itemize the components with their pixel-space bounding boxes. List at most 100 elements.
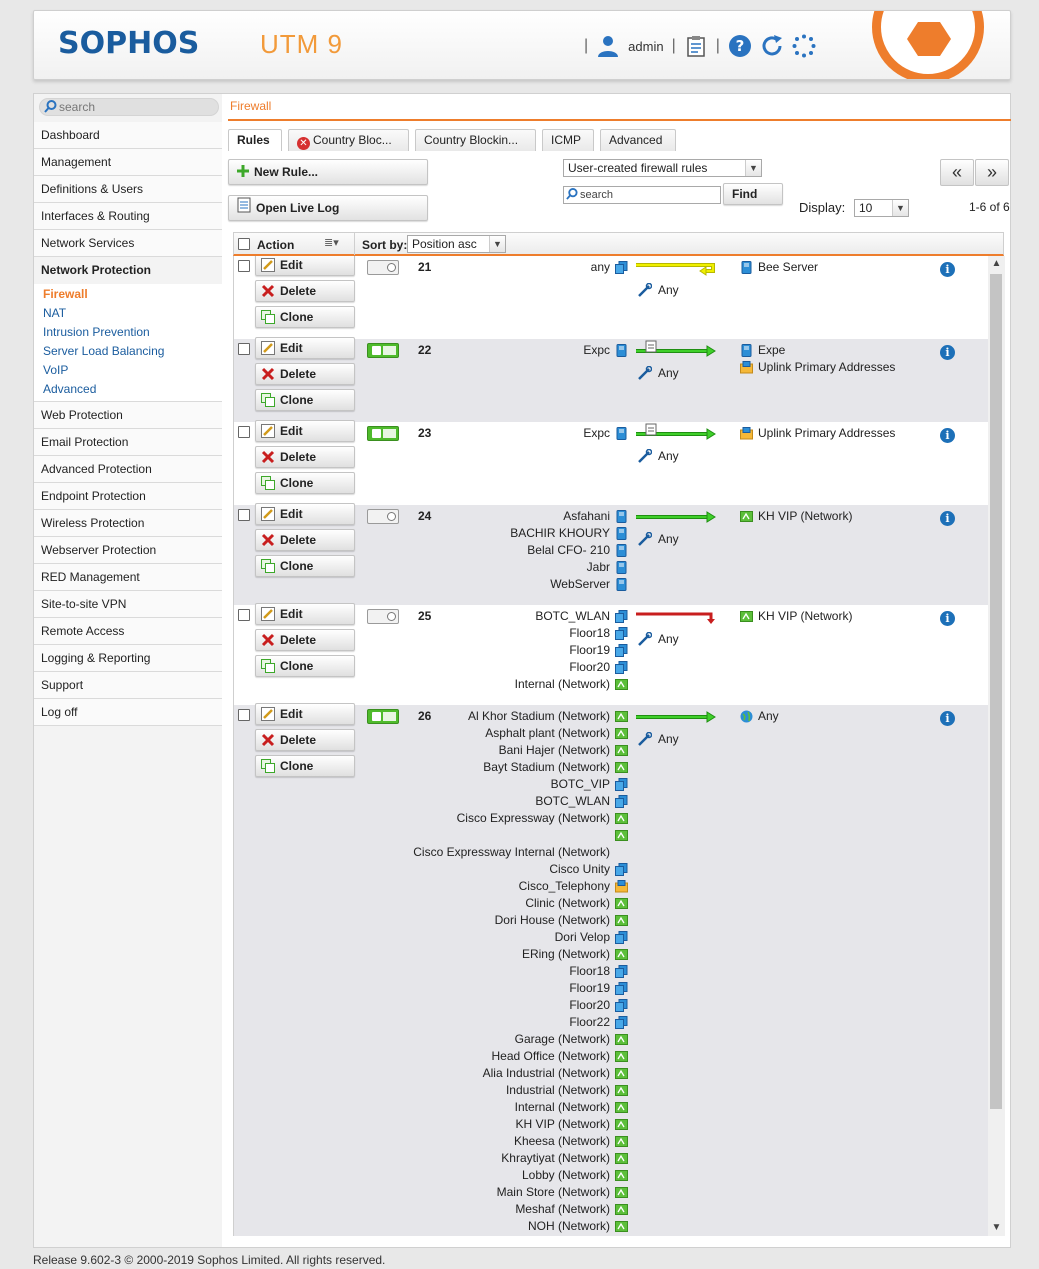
destination-item[interactable]: Bee Server — [740, 259, 818, 276]
source-item[interactable]: Floor18 — [394, 625, 630, 642]
help-icon[interactable]: ? — [728, 34, 752, 58]
sidebar-item-red-management[interactable]: RED Management — [34, 564, 222, 591]
sidebar-item-support[interactable]: Support — [34, 672, 222, 699]
rule-service[interactable]: Any — [638, 448, 679, 463]
sort-by-select[interactable]: Position asc ▼ — [407, 235, 506, 253]
rule-status-toggle[interactable] — [367, 426, 399, 441]
sidebar-item-wireless-protection[interactable]: Wireless Protection — [34, 510, 222, 537]
sidebar-subitem-server-load-balancing[interactable]: Server Load Balancing — [43, 344, 165, 358]
next-page-button[interactable]: » — [975, 159, 1009, 186]
source-item[interactable]: Lobby (Network) — [394, 1167, 630, 1184]
info-icon[interactable]: i — [940, 711, 955, 726]
rule-search-input[interactable]: search — [563, 186, 721, 204]
source-item[interactable]: Internal (Network) — [394, 1099, 630, 1116]
source-item[interactable]: Floor19 — [394, 980, 630, 997]
source-item[interactable]: BOTC_WLAN — [394, 793, 630, 810]
source-item[interactable]: Floor18 — [394, 963, 630, 980]
sidebar-item-network-services[interactable]: Network Services — [34, 230, 222, 257]
source-item[interactable]: Al Khor Stadium (Network) — [394, 708, 630, 725]
display-count-select[interactable]: 10 ▼ — [854, 199, 909, 217]
source-item[interactable]: any — [394, 259, 630, 276]
delete-button[interactable]: Delete — [255, 729, 355, 751]
source-item[interactable]: Bani Hajer (Network) — [394, 742, 630, 759]
rule-checkbox[interactable] — [238, 509, 250, 521]
delete-button[interactable]: Delete — [255, 446, 355, 468]
source-item[interactable]: Floor20 — [394, 659, 630, 676]
select-all-checkbox[interactable] — [238, 238, 250, 250]
user-icon[interactable] — [596, 34, 620, 58]
rule-service[interactable]: Any — [638, 282, 679, 297]
clone-button[interactable]: Clone — [255, 306, 355, 328]
source-item[interactable]: Khraytiyat (Network) — [394, 1150, 630, 1167]
destination-item[interactable]: Any — [740, 708, 779, 725]
rule-checkbox[interactable] — [238, 609, 250, 621]
new-rule-button[interactable]: New Rule... — [228, 159, 428, 185]
source-item[interactable]: BOTC_VIP — [394, 776, 630, 793]
clipboard-icon[interactable] — [684, 34, 708, 58]
tab-country-blocking-exceptions[interactable]: Country Blockin... — [415, 129, 536, 151]
destination-item[interactable]: Uplink Primary Addresses — [740, 359, 895, 376]
tab-country-blocking[interactable]: ✕ Country Bloc... — [288, 129, 409, 151]
sidebar-subitem-firewall[interactable]: Firewall — [43, 287, 88, 301]
username-label[interactable]: admin — [628, 38, 664, 54]
delete-button[interactable]: Delete — [255, 280, 355, 302]
scroll-down-icon[interactable]: ▼ — [991, 1222, 1002, 1233]
tab-icmp[interactable]: ICMP — [542, 129, 594, 151]
rule-filter-select[interactable]: User-created firewall rules ▼ — [563, 159, 762, 177]
source-item[interactable]: Floor20 — [394, 997, 630, 1014]
source-item[interactable]: Industrial (Network) — [394, 1082, 630, 1099]
table-scrollbar[interactable]: ▲ ▼ — [988, 256, 1005, 1236]
sidebar-subitem-intrusion-prevention[interactable]: Intrusion Prevention — [43, 325, 150, 339]
source-item[interactable]: Floor19 — [394, 642, 630, 659]
rule-status-toggle[interactable] — [367, 509, 399, 524]
destination-item[interactable]: KH VIP (Network) — [740, 508, 852, 525]
clone-button[interactable]: Clone — [255, 655, 355, 677]
sidebar-item-network-protection[interactable]: Network Protection — [34, 257, 222, 284]
rule-service[interactable]: Any — [638, 631, 679, 646]
source-item[interactable]: BACHIR KHOURY — [394, 525, 630, 542]
tab-rules[interactable]: Rules — [228, 129, 282, 151]
info-icon[interactable]: i — [940, 345, 955, 360]
tab-advanced[interactable]: Advanced — [600, 129, 676, 151]
info-icon[interactable]: i — [940, 262, 955, 277]
rule-service[interactable]: Any — [638, 731, 679, 746]
delete-button[interactable]: Delete — [255, 629, 355, 651]
source-item[interactable]: Kheesa (Network) — [394, 1133, 630, 1150]
delete-button[interactable]: Delete — [255, 529, 355, 551]
source-item[interactable]: WebServer — [394, 576, 630, 593]
sidebar-subitem-advanced[interactable]: Advanced — [43, 382, 97, 396]
column-menu-icon[interactable]: ≣▾ — [324, 237, 339, 249]
edit-button[interactable]: Edit — [255, 256, 355, 276]
sidebar-item-dashboard[interactable]: Dashboard — [34, 122, 222, 149]
sidebar-item-remote-access[interactable]: Remote Access — [34, 618, 222, 645]
sidebar-item-site-to-site-vpn[interactable]: Site-to-site VPN — [34, 591, 222, 618]
source-item[interactable]: Main Store (Network) — [394, 1184, 630, 1201]
source-item[interactable]: ERing (Network) — [394, 946, 630, 963]
scroll-up-icon[interactable]: ▲ — [991, 258, 1002, 269]
source-item[interactable]: Cisco Unity — [394, 861, 630, 878]
source-item[interactable]: NOH (Network) — [394, 1218, 630, 1235]
clone-button[interactable]: Clone — [255, 472, 355, 494]
rule-checkbox[interactable] — [238, 343, 250, 355]
destination-item[interactable]: Expe — [740, 342, 895, 359]
sidebar-item-log-off[interactable]: Log off — [34, 699, 222, 726]
source-item[interactable]: Asphalt plant (Network) — [394, 725, 630, 742]
source-item[interactable]: Alia Industrial (Network) — [394, 1065, 630, 1082]
sidebar-item-logging-reporting[interactable]: Logging & Reporting — [34, 645, 222, 672]
sidebar-item-interfaces-routing[interactable]: Interfaces & Routing — [34, 203, 222, 230]
edit-button[interactable]: Edit — [255, 337, 355, 359]
source-item[interactable]: Internal (Network) — [394, 676, 630, 693]
clone-button[interactable]: Clone — [255, 555, 355, 577]
source-item[interactable]: Floor22 — [394, 1014, 630, 1031]
destination-item[interactable]: KH VIP (Network) — [740, 608, 852, 625]
source-item[interactable]: KH VIP (Network) — [394, 1116, 630, 1133]
rule-checkbox[interactable] — [238, 426, 250, 438]
edit-button[interactable]: Edit — [255, 603, 355, 625]
source-item[interactable]: Expc — [394, 425, 630, 442]
rule-checkbox[interactable] — [238, 709, 250, 721]
sidebar-search-input[interactable]: search — [39, 98, 219, 116]
source-item[interactable]: Belal CFO- 210 — [394, 542, 630, 559]
sidebar-subitem-nat[interactable]: NAT — [43, 306, 67, 320]
source-item[interactable]: Dori House (Network) — [394, 912, 630, 929]
rule-status-toggle[interactable] — [367, 260, 399, 275]
